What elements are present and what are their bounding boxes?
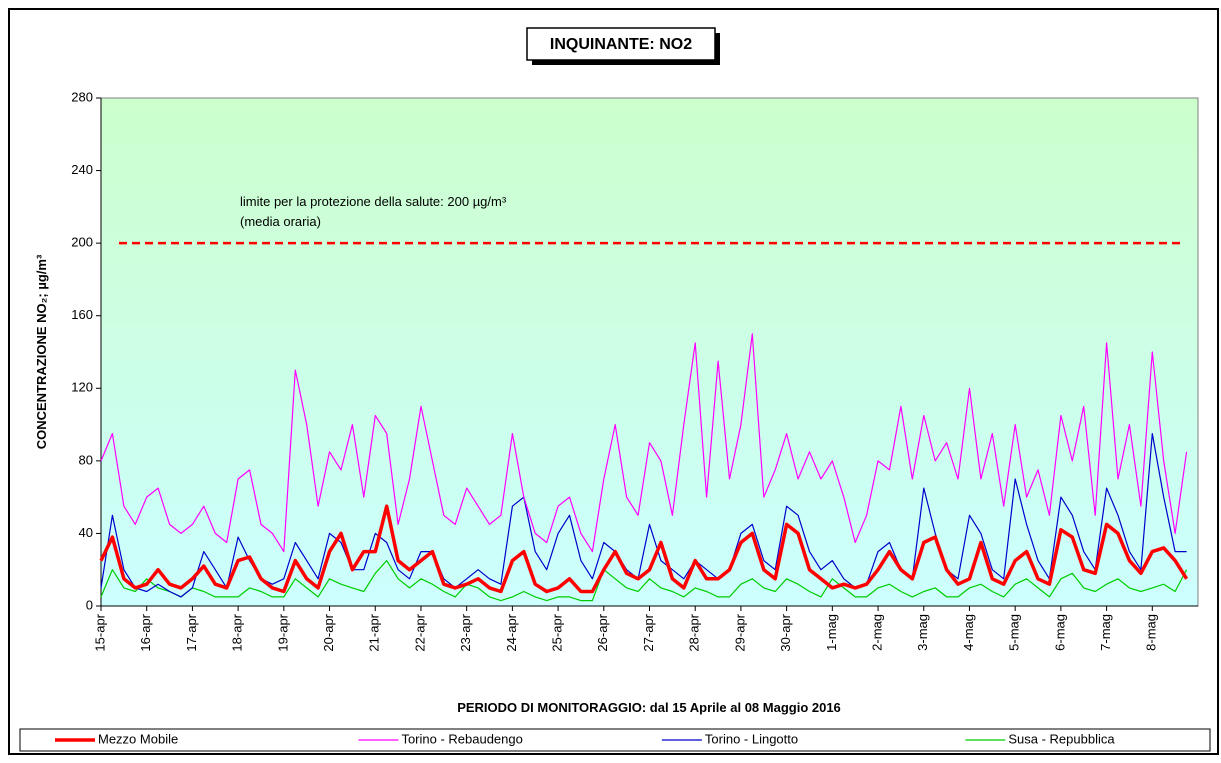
x-tick-label: 8-mag <box>1144 614 1159 651</box>
series-line <box>100 333 1188 553</box>
x-tick-label: 24-apr <box>504 613 519 651</box>
plot-area <box>100 97 1199 607</box>
x-tick-label: 26-apr <box>595 613 610 651</box>
x-tick-label: 22-apr <box>412 613 427 651</box>
legend-label: Torino - Lingotto <box>705 731 798 746</box>
limit-annotation: limite per la protezione della salute: 2… <box>240 194 507 209</box>
series-line <box>100 433 1187 598</box>
limit-annotation: (media oraria) <box>240 214 321 229</box>
x-tick-label: 3-mag <box>915 614 930 651</box>
legend-label: Torino - Rebaudengo <box>401 731 522 746</box>
x-tick-label: 1-mag <box>824 614 839 651</box>
x-tick-label: 20-apr <box>321 613 336 651</box>
y-tick-label: 80 <box>79 452 93 467</box>
x-tick-label: 28-apr <box>687 613 702 651</box>
chart-title: INQUINANTE: NO2 <box>550 36 692 53</box>
y-tick-label: 120 <box>71 380 93 395</box>
legend-box <box>19 728 1211 752</box>
y-tick-label: 0 <box>86 597 93 612</box>
x-tick-label: 23-apr <box>458 613 473 651</box>
x-tick-label: 2-mag <box>869 614 884 651</box>
x-tick-label: 29-apr <box>732 613 747 651</box>
x-axis-label: PERIODO DI MONITORAGGIO: dal 15 Aprile a… <box>457 700 841 715</box>
series-line <box>100 560 1188 602</box>
legend-label: Susa - Repubblica <box>1008 731 1115 746</box>
x-tick-label: 25-apr <box>550 613 565 651</box>
legend-label: Mezzo Mobile <box>98 731 178 746</box>
x-tick-label: 30-apr <box>778 613 793 651</box>
y-tick-label: 280 <box>71 89 93 104</box>
y-tick-label: 160 <box>71 307 93 322</box>
title-box <box>526 27 716 61</box>
x-tick-label: 15-apr <box>92 613 107 651</box>
x-tick-label: 21-apr <box>367 613 382 651</box>
y-tick-label: 240 <box>71 162 93 177</box>
x-tick-label: 18-apr <box>230 613 245 651</box>
x-tick-label: 27-apr <box>641 613 656 651</box>
x-tick-label: 5-mag <box>1007 614 1022 651</box>
y-tick-label: 40 <box>79 525 93 540</box>
x-tick-label: 4-mag <box>961 614 976 651</box>
x-tick-label: 16-apr <box>138 613 153 651</box>
x-tick-label: 6-mag <box>1052 614 1067 651</box>
x-tick-label: 17-apr <box>184 613 199 651</box>
x-tick-label: 7-mag <box>1098 614 1113 651</box>
y-axis-label: CONCENTRAZIONE NO₂; µg/m³ <box>34 254 49 449</box>
y-tick-label: 200 <box>71 235 93 250</box>
x-tick-label: 19-apr <box>275 613 290 651</box>
series-line <box>99 504 1189 594</box>
